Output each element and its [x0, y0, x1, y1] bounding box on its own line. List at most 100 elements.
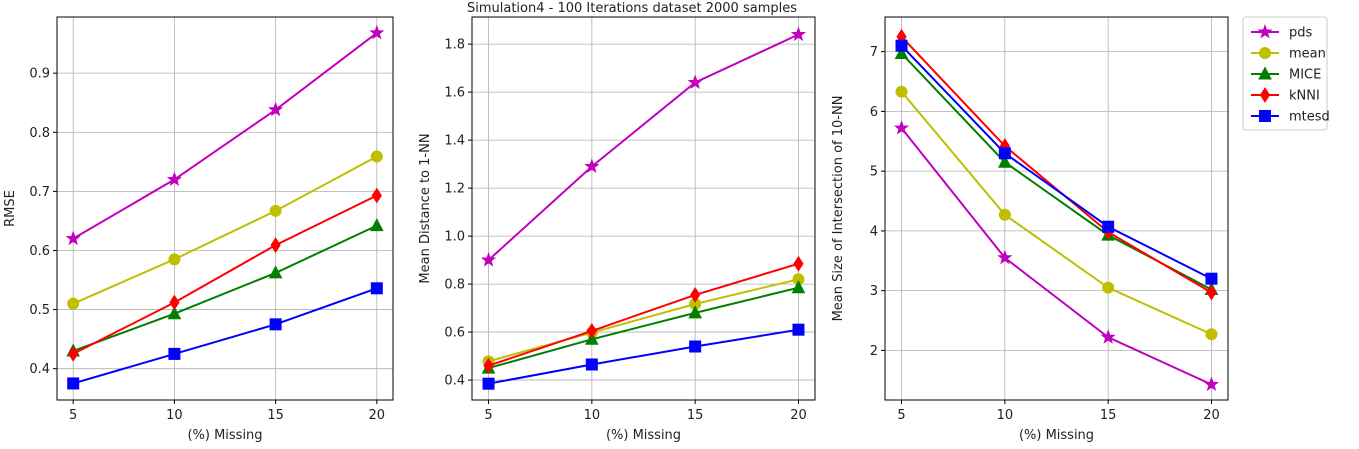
data-point-knni [68, 345, 79, 362]
series-mean [67, 150, 383, 310]
y-tick-label: 0.4 [29, 362, 50, 377]
y-tick-label: 1.8 [444, 38, 465, 53]
y-axis-label: Mean Distance to 1-NN [418, 133, 433, 283]
series-line-mtesd [900, 44, 1212, 280]
series-mtesd [895, 39, 1218, 285]
series-mean [895, 85, 1218, 341]
legend-label: pds [1289, 26, 1313, 41]
x-tick-label: 20 [369, 408, 386, 423]
x-tick-label: 20 [790, 408, 807, 423]
y-tick-label: 5 [870, 165, 878, 180]
series-mice [66, 218, 384, 357]
y-tick-label: 0.8 [29, 126, 50, 141]
y-axis-label: Mean Size of Intersection of 10-NN [831, 96, 846, 322]
series-pds [65, 25, 385, 246]
y-tick-label: 1.4 [444, 134, 465, 149]
series-line-mtesd [488, 328, 799, 385]
data-point-knni [1206, 284, 1217, 301]
legend-entry-mice: MICE [1251, 66, 1321, 83]
series-line-mean [900, 91, 1212, 336]
x-axis-label: (%) Missing [1019, 428, 1094, 443]
series-line-pds [72, 32, 378, 240]
y-tick-label: 0.5 [29, 303, 50, 318]
data-point-mean [998, 208, 1011, 221]
data-point-knni [483, 357, 494, 374]
series-mtesd [67, 282, 383, 390]
data-point-mice [369, 218, 384, 232]
x-tick-label: 10 [584, 408, 601, 423]
series-line-pds [900, 127, 1212, 386]
legend-marker-mtesd [1259, 110, 1271, 122]
series-line-mice [488, 286, 799, 370]
data-point-mean [168, 253, 181, 266]
data-point-knni [793, 255, 804, 272]
data-point-knni [586, 322, 597, 339]
x-tick-label: 5 [484, 408, 492, 423]
data-point-mice [894, 45, 909, 59]
figure-title: Simulation4 - 100 Iterations dataset 200… [467, 1, 797, 16]
legend-entry-pds: pds [1251, 24, 1313, 41]
x-tick-label: 15 [687, 408, 704, 423]
data-point-mice [791, 280, 806, 294]
x-axis-label: (%) Missing [606, 428, 681, 443]
legend-marker-mean [1259, 47, 1271, 59]
y-tick-label: 1.2 [444, 182, 465, 197]
legend-entry-mtesd: mtesd [1251, 110, 1330, 125]
data-point-pds [893, 120, 910, 135]
legend-label: mtesd [1289, 110, 1330, 125]
data-point-pds [790, 26, 807, 41]
y-tick-label: 0.6 [29, 244, 50, 259]
legend-label: mean [1289, 47, 1326, 62]
data-point-knni [169, 294, 180, 311]
legend-label: MICE [1289, 68, 1321, 83]
legend-marker-knni [1259, 87, 1271, 103]
subplots: 5 10 15 20 0.4 0.5 0.6 0.7 0.8 0.9 (%) Missing RMSE… [3, 16, 1229, 443]
subplot-3: 5 10 15 20 2 3 4 5 6 7 (%) Missing Mean Size of Int… [831, 16, 1229, 443]
legend-entry-mean: mean [1251, 47, 1326, 62]
axes-frame [56, 16, 394, 401]
y-tick-label: 0.6 [444, 326, 465, 341]
data-point-mean [1205, 328, 1218, 341]
data-point-mice [688, 305, 702, 319]
y-tick-label: 3 [870, 284, 878, 299]
data-point-mtesd [370, 282, 383, 295]
data-point-knni [270, 237, 281, 254]
y-tick-label: 1.6 [444, 86, 465, 101]
series-line-mice [72, 224, 378, 352]
series-mean [482, 273, 805, 368]
data-point-mtesd [1205, 272, 1218, 285]
legend: pds mean MICE kNNI mtesd [1242, 16, 1330, 131]
y-tick-label: 0.7 [29, 185, 50, 200]
data-point-knni [371, 187, 382, 204]
data-point-mtesd [482, 377, 495, 390]
x-tick-label: 10 [166, 408, 183, 423]
series-line-knni [900, 36, 1212, 294]
y-tick-label: 0.8 [444, 278, 465, 293]
x-tick-label: 5 [897, 408, 905, 423]
data-point-pds [1100, 329, 1116, 344]
y-tick-label: 4 [870, 224, 878, 239]
series-line-knni [488, 262, 799, 367]
data-point-mice [998, 154, 1012, 168]
legend-entry-knni: kNNI [1251, 87, 1320, 104]
data-point-mean [895, 85, 908, 98]
data-point-mtesd [895, 39, 908, 52]
series-knni [68, 187, 382, 362]
data-point-mtesd [168, 347, 181, 360]
data-point-mice [268, 265, 283, 279]
axes-frame [884, 16, 1229, 401]
series-line-knni [72, 194, 378, 355]
x-tick-label: 20 [1203, 408, 1220, 423]
data-point-pds [997, 249, 1013, 265]
series-line-mean [488, 278, 799, 363]
series-pds [480, 26, 807, 267]
data-point-pds [268, 101, 284, 117]
legend-frame [1242, 16, 1328, 131]
data-point-pds [369, 25, 385, 40]
data-point-mean [67, 297, 80, 310]
x-tick-label: 10 [997, 408, 1014, 423]
series-pds [893, 120, 1220, 391]
subplot-2: 5 10 15 20 0.4 0.6 0.8 1.0 1.2 1.4 1.6 1.8 (%) Missi… [418, 16, 816, 443]
data-point-mean [269, 204, 282, 217]
